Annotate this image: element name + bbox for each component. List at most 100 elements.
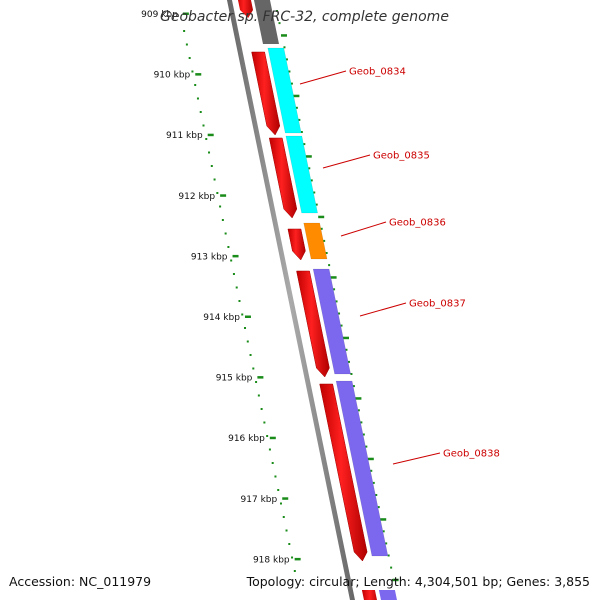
track-tick	[323, 239, 326, 242]
ruler-dot	[246, 340, 249, 343]
ruler-major-tick	[207, 133, 214, 137]
ruler-dot	[235, 286, 238, 289]
ruler-major-tick	[282, 497, 289, 500]
backbone-layer	[226, 0, 355, 600]
track-tick	[325, 252, 328, 254]
track-tick	[367, 457, 374, 461]
track-tick	[310, 179, 313, 182]
ruler-dot	[232, 273, 235, 275]
ruler-major-tick	[257, 376, 264, 379]
feature-Geob_0834	[267, 47, 302, 134]
topology-prefix: Topology:	[246, 574, 306, 589]
track-tick	[328, 264, 331, 267]
track-tick	[288, 70, 291, 73]
track-tick	[390, 566, 393, 569]
ruler-dot	[238, 300, 241, 302]
ruler-layer: 909 kbp 910 kbp 911 kbp 912 kbp 913 kbp 914 k…	[141, 10, 399, 582]
ruler-label: 910 kbp	[154, 71, 191, 81]
track-tick	[308, 167, 311, 170]
ruler-label: 911 kbp	[166, 131, 203, 141]
accession-value: NC_011979	[79, 574, 152, 589]
strand-arrow-Geob_0836	[287, 228, 306, 261]
ruler-dot	[227, 246, 230, 248]
gene-labels-layer: Geob_0834 Geob_0835 Geob_0836 Geob_0837 Geob…	[299, 67, 500, 465]
gene-label[interactable]: Geob_0836	[389, 218, 446, 229]
gene-label[interactable]: Geob_0834	[349, 67, 406, 78]
track-tick	[338, 312, 341, 315]
track-tick	[380, 518, 387, 521]
ruler-dot	[219, 205, 222, 208]
track-tick	[285, 58, 288, 61]
ruler-dot	[282, 516, 285, 518]
track-tick	[330, 276, 337, 279]
track-tick	[320, 227, 323, 230]
track-tick	[365, 445, 368, 448]
ruler-label: 916 kbp	[228, 434, 265, 444]
genome-meta-info: Topology: circular; Length: 4,304,501 bp…	[246, 574, 590, 589]
leader-line	[392, 452, 441, 465]
ruler-label: 913 kbp	[191, 252, 228, 262]
ruler-dot	[260, 408, 263, 410]
track-tick	[315, 203, 318, 206]
track-tick	[372, 481, 375, 484]
gene-label[interactable]: Geob_0837	[409, 299, 466, 310]
gene-label[interactable]: Geob_0838	[443, 449, 500, 460]
ruler-label: 918 kbp	[253, 555, 290, 565]
track-tick	[276, 10, 279, 12]
ruler-dot	[257, 394, 260, 397]
track-tick	[283, 46, 286, 49]
track-tick	[370, 469, 373, 472]
ruler-dot	[196, 97, 199, 100]
track-tick	[318, 215, 325, 219]
ruler-label: 917 kbp	[241, 495, 278, 505]
feature-previous	[253, 0, 279, 44]
strand-arrow-Geob_0837	[296, 270, 330, 378]
ruler-dot	[255, 381, 258, 383]
track-tick	[298, 118, 301, 121]
genes-layer	[237, 0, 397, 600]
length-value: 4,304,501 bp	[414, 574, 499, 589]
ruler-dot	[271, 462, 274, 464]
leader-line	[359, 302, 407, 317]
feature-Geob_0837	[312, 268, 351, 375]
ruler-dot	[210, 165, 213, 167]
genome-backbone	[226, 0, 355, 600]
strand-arrow-next	[361, 590, 377, 600]
ruler-label: 915 kbp	[216, 374, 253, 384]
leader-line	[340, 221, 387, 237]
ruler-dot	[208, 151, 211, 154]
gene-label[interactable]: Geob_0835	[373, 151, 430, 162]
strand-arrow-Geob_0835	[268, 137, 298, 219]
ruler-dot	[213, 178, 216, 181]
track-tick	[360, 421, 363, 424]
ruler-dot	[185, 43, 188, 46]
ruler-label: 912 kbp	[178, 192, 215, 202]
topology-value: circular	[309, 574, 356, 589]
track-tick	[377, 506, 380, 509]
ruler-dot	[199, 111, 202, 113]
ruler-dot	[194, 84, 197, 86]
track-tick	[342, 336, 349, 340]
track-tick	[303, 143, 306, 146]
feature-Geob_0836	[303, 222, 328, 260]
ruler-dot	[285, 529, 288, 532]
track-tick	[313, 191, 316, 194]
ruler-major-tick	[232, 254, 239, 258]
track-tick	[385, 542, 388, 545]
feature-next	[378, 590, 397, 600]
feature-Geob_0838	[335, 380, 389, 557]
ruler-dot	[216, 192, 219, 194]
ruler-dot	[291, 556, 294, 559]
track-tick	[357, 409, 360, 412]
ruler-dot	[188, 57, 191, 59]
track-tick	[352, 385, 355, 388]
ruler-dot	[241, 313, 244, 316]
track-tick	[335, 300, 338, 303]
track-tick	[392, 578, 399, 582]
track-tick	[387, 554, 390, 557]
track-tick	[293, 94, 300, 98]
strand-arrow-Geob_0838	[319, 383, 368, 562]
track-tick	[333, 288, 336, 291]
ruler-dot	[244, 327, 247, 329]
